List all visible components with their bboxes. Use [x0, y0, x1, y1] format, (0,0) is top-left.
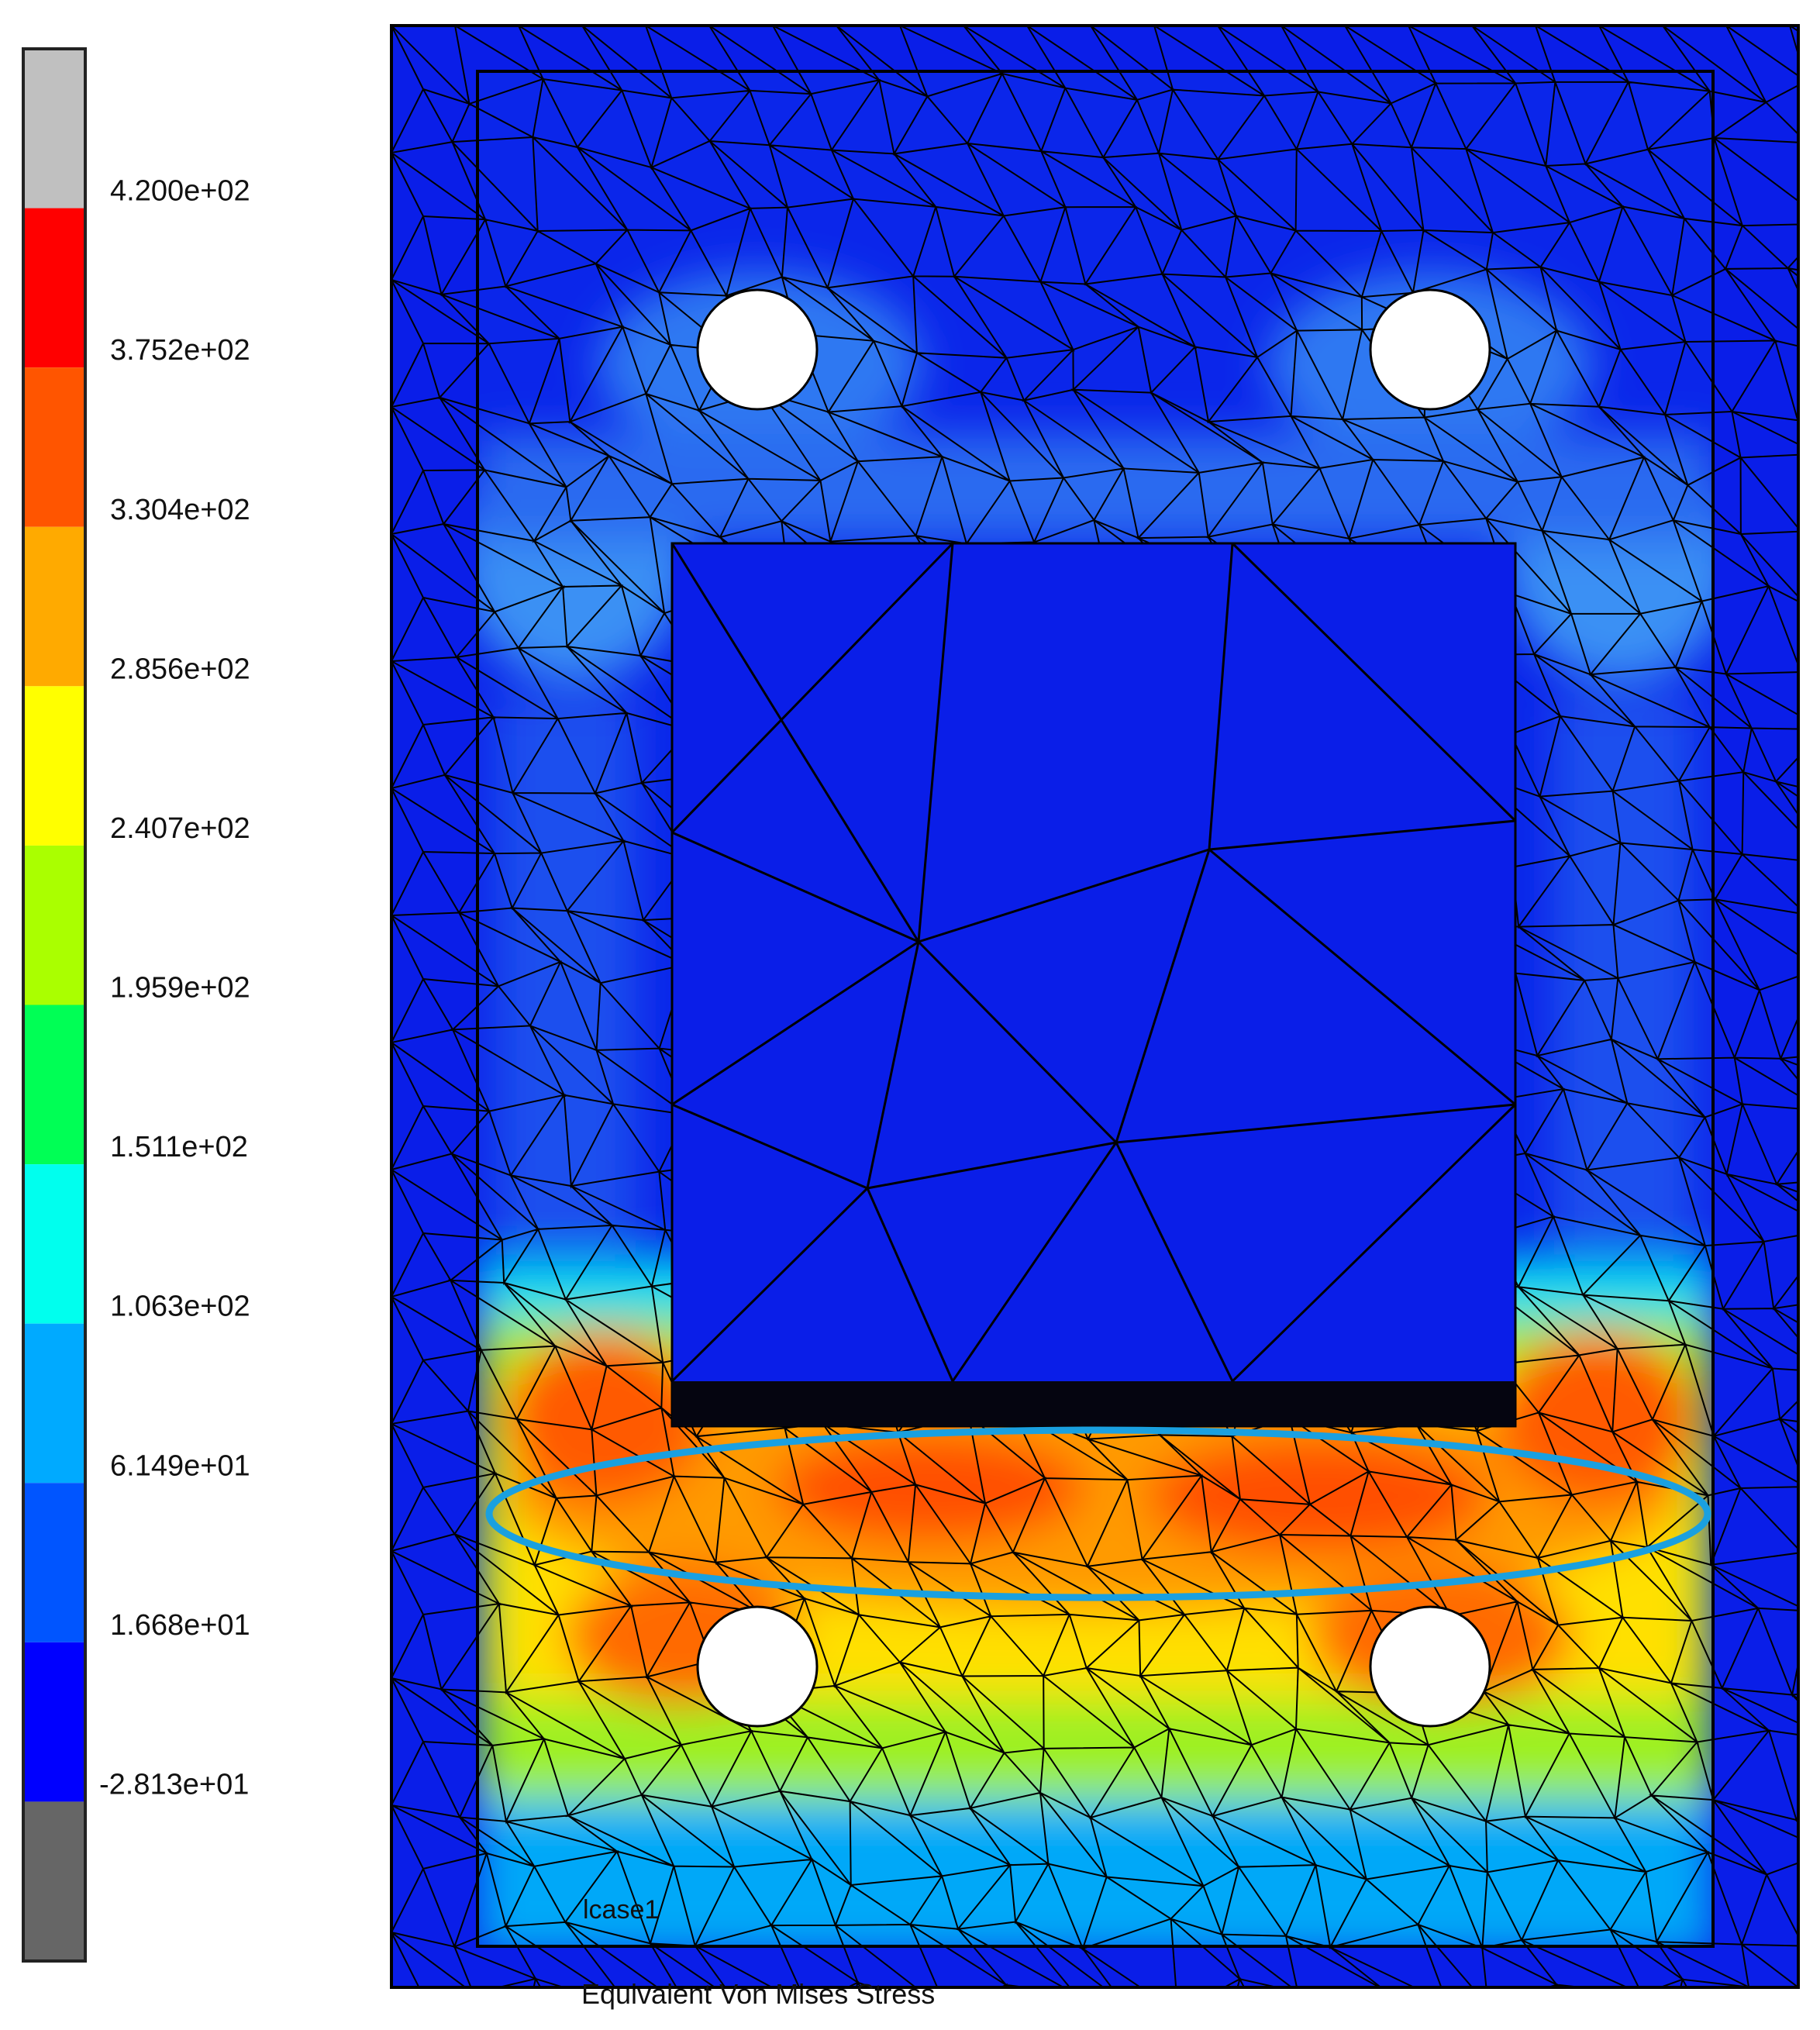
legend-swatch: [23, 1642, 85, 1802]
legend-swatch: [23, 1323, 85, 1484]
legend-label: 3.752e+02: [110, 334, 250, 367]
legend-label: 2.407e+02: [110, 812, 250, 845]
highlight-ellipse: [485, 1426, 1711, 1601]
legend-swatch: [23, 526, 85, 687]
legend-label: 1.063e+02: [110, 1291, 250, 1323]
legend-swatch: [23, 49, 85, 209]
legend-label: 1.959e+02: [110, 972, 250, 1005]
holes: [696, 288, 1491, 1728]
legend-label: 3.304e+02: [110, 494, 250, 526]
legend-swatch: [23, 1801, 85, 1961]
inner-border: [476, 70, 1715, 1948]
plate-border: [390, 24, 1800, 1989]
legend-label: 2.856e+02: [110, 653, 250, 685]
legend-label: 4.200e+02: [110, 175, 250, 208]
case-label: lcase1: [583, 1895, 659, 1925]
legend-label: 6.149e+01: [110, 1449, 250, 1482]
legend-label: -2.813e+01: [99, 1768, 249, 1801]
caption: Equivalent Von Mises Stress: [581, 1978, 935, 2010]
legend-swatch: [23, 367, 85, 527]
legend-swatch: [23, 845, 85, 1005]
legend-swatch: [23, 686, 85, 846]
contour-plot: lcase1 Equivalent Von Mises Stress: [390, 24, 1800, 2010]
color-legend: 4.200e+02 3.752e+02 3.304e+02 2.856e+02 2.40…: [22, 47, 250, 1963]
inner-block: [670, 542, 1517, 1428]
contact-band: [672, 1381, 1515, 1426]
block-mesh: [670, 542, 1517, 1383]
legend-swatch: [23, 1483, 85, 1642]
legend-frame: [22, 47, 87, 1963]
legend-swatch: [23, 208, 85, 368]
legend-label: 1.668e+01: [110, 1609, 250, 1642]
legend-swatch: [23, 1164, 85, 1324]
legend-swatch: [23, 1005, 85, 1165]
legend-label: 1.511e+02: [110, 1131, 248, 1163]
